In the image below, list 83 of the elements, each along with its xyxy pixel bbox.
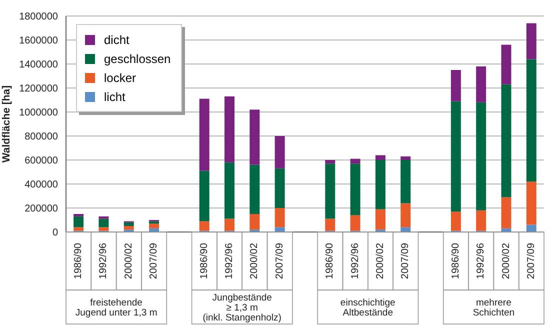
bar — [400, 203, 411, 228]
text: Jungbestände ≥ 1,3 m (inkl. Stangenholz) — [202, 292, 282, 324]
bar — [274, 168, 285, 208]
bar — [98, 218, 109, 228]
x-tick-label: 2000/02 — [123, 242, 134, 280]
y-tick-label: 1000000 — [19, 108, 58, 119]
y-tick-label: 1400000 — [19, 60, 58, 71]
bar — [98, 216, 109, 219]
bar — [501, 84, 512, 198]
bar — [400, 156, 411, 160]
x-tick-label: 1992/96 — [476, 242, 487, 280]
bar — [325, 218, 336, 231]
bar — [350, 215, 360, 231]
bar — [526, 59, 536, 182]
bar — [476, 210, 486, 231]
x-tick-label: 2007/09 — [274, 242, 286, 280]
bar — [501, 197, 512, 228]
bar — [74, 216, 84, 228]
y-tick-label: 1200000 — [19, 84, 58, 95]
bar — [199, 98, 210, 171]
x-tick-label: 1986/90 — [450, 242, 462, 280]
bar — [400, 227, 411, 232]
legend-label: geschlossen — [104, 52, 171, 66]
y-tick-label: 0 — [52, 228, 58, 239]
bar — [98, 227, 109, 231]
y-tick-label: 1600000 — [19, 36, 58, 47]
y-tick-label: 200000 — [24, 204, 58, 215]
x-tick-label: 2000/02 — [249, 242, 260, 280]
legend-label: dicht — [104, 32, 130, 46]
y-tick-label: 1800000 — [19, 12, 58, 23]
bar — [250, 164, 260, 214]
bar — [325, 164, 336, 219]
x-tick-label: 1986/90 — [324, 242, 336, 280]
bar — [375, 160, 386, 210]
bar — [526, 182, 536, 225]
legend-label: locker — [104, 70, 136, 84]
x-tick-label: 2007/09 — [526, 242, 537, 280]
bar — [375, 209, 386, 230]
bar — [450, 212, 461, 231]
bar — [375, 155, 386, 160]
bar — [450, 101, 461, 212]
y-tick-label: 800000 — [24, 132, 58, 143]
bar — [124, 222, 134, 226]
y-axis-title: Waldfläche [ha] — [0, 85, 13, 163]
bar — [274, 227, 285, 232]
bar — [476, 66, 486, 102]
x-tick-label: 1986/90 — [198, 242, 210, 280]
x-tick-label: 2007/09 — [148, 242, 160, 280]
bar — [501, 44, 512, 84]
bar — [400, 160, 411, 204]
bar — [199, 221, 210, 231]
bar — [526, 224, 536, 232]
bar — [274, 208, 285, 228]
x-tick-label: 2007/09 — [400, 242, 412, 280]
bar — [274, 136, 285, 168]
x-tick-label: 1986/90 — [73, 242, 84, 280]
y-tick-label: 400000 — [24, 180, 58, 191]
y-tick-label: 600000 — [24, 156, 58, 167]
bar — [224, 218, 234, 231]
x-tick-label: 1992/96 — [350, 242, 361, 280]
bar — [124, 226, 134, 230]
x-tick-label: 1992/96 — [224, 242, 236, 280]
bar — [250, 214, 260, 230]
x-tick-label: 2000/02 — [500, 242, 512, 280]
bar — [224, 162, 234, 219]
bar — [149, 224, 160, 228]
bar — [350, 164, 360, 216]
bar — [199, 170, 210, 222]
bar — [250, 110, 260, 165]
bar — [476, 102, 486, 210]
text: einschichtige Altbestände — [340, 298, 396, 318]
bar — [350, 158, 360, 164]
bar — [74, 227, 84, 231]
bar — [450, 70, 461, 102]
x-tick-label: 1992/96 — [98, 242, 110, 280]
text: freistehende Jugend unter 1,3 m — [75, 298, 158, 318]
bar — [526, 23, 536, 60]
bar — [224, 96, 234, 162]
x-tick-label: 2000/02 — [374, 242, 386, 280]
legend-label: licht — [104, 90, 126, 104]
bar — [325, 160, 336, 164]
text: mehrere Schichten — [472, 298, 515, 318]
bar — [149, 221, 160, 224]
